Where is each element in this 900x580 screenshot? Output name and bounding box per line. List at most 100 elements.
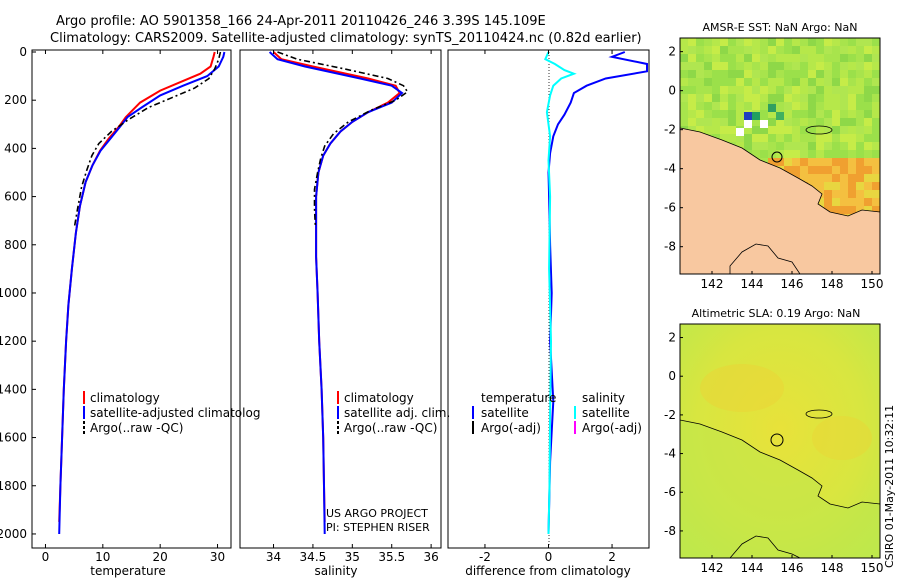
sst-cell xyxy=(704,38,712,46)
sst-cell xyxy=(816,126,824,134)
sst-cell xyxy=(768,134,776,142)
sst-cell xyxy=(832,126,840,134)
sst-cell xyxy=(680,78,688,86)
sst-cell xyxy=(784,142,792,150)
sst-cell xyxy=(808,70,816,78)
temperature-axes-box xyxy=(31,49,232,549)
sst-cell xyxy=(872,70,880,78)
sst-cell xyxy=(680,54,688,62)
y-tick-label: -6 xyxy=(664,201,676,215)
sst-cell xyxy=(712,46,720,54)
sst-cell xyxy=(864,110,872,118)
sst-cell xyxy=(720,134,728,142)
x-tick-label: 150 xyxy=(861,561,884,575)
sst-cell xyxy=(848,182,856,190)
sst-cell xyxy=(832,174,840,182)
sst-cell xyxy=(704,126,712,134)
sst-cell xyxy=(696,118,704,126)
sst-cell xyxy=(824,126,832,134)
difference-panel: -2 0 2 difference from climatology tempera… xyxy=(447,49,650,578)
sst-cell xyxy=(800,134,808,142)
salinity-legend: climatology satellite adj. clim. Argo(..… xyxy=(337,391,450,435)
x-tick-label: 144 xyxy=(741,277,764,291)
sst-cell xyxy=(728,134,736,142)
sst-cell xyxy=(840,150,848,158)
series-line-satellite-adj-clim- xyxy=(268,51,404,535)
sst-cell xyxy=(864,206,872,214)
sst-cell xyxy=(688,110,696,118)
sst-cell xyxy=(752,94,760,102)
sst-cell xyxy=(760,102,768,110)
sst-cell xyxy=(712,70,720,78)
sst-cell xyxy=(712,102,720,110)
sst-cell xyxy=(744,102,752,110)
sst-cell xyxy=(800,142,808,150)
sst-cell xyxy=(856,86,864,94)
sst-cell xyxy=(784,110,792,118)
sst-cell xyxy=(720,70,728,78)
sst-cell xyxy=(736,62,744,70)
y-tick-label: -2 xyxy=(664,123,676,137)
sst-cell xyxy=(872,94,880,102)
sst-cell xyxy=(752,62,760,70)
sst-cell xyxy=(840,182,848,190)
sst-cell xyxy=(712,54,720,62)
sla-map-title: Altimetric SLA: 0.19 Argo: NaN xyxy=(692,307,861,320)
sst-cell xyxy=(784,134,792,142)
sst-cell xyxy=(824,62,832,70)
sst-cell xyxy=(760,126,768,134)
sst-cell xyxy=(824,110,832,118)
sst-cell xyxy=(840,70,848,78)
sst-cell xyxy=(824,38,832,46)
sst-cell xyxy=(816,158,824,166)
sst-cell xyxy=(688,62,696,70)
sst-cell xyxy=(704,78,712,86)
sst-cell xyxy=(768,62,776,70)
sst-cell xyxy=(752,142,760,150)
sst-cell xyxy=(856,70,864,78)
sst-cell xyxy=(816,110,824,118)
sst-cell xyxy=(832,86,840,94)
sst-cell xyxy=(720,118,728,126)
sst-cell xyxy=(688,70,696,78)
sst-cell xyxy=(824,46,832,54)
sst-cell xyxy=(736,118,744,126)
sst-cell xyxy=(848,174,856,182)
sst-cell xyxy=(840,158,848,166)
header-title-line1: Argo profile: AO 5901358_166 24-Apr-2011… xyxy=(56,14,546,29)
sst-cell xyxy=(712,62,720,70)
sst-cell xyxy=(848,142,856,150)
legend-label-temp-argo: Argo(-adj) xyxy=(481,421,541,435)
sst-cell xyxy=(816,166,824,174)
sst-cell xyxy=(768,104,776,112)
legend-label-sal-satellite: satellite xyxy=(582,406,630,420)
sst-cell xyxy=(864,62,872,70)
sst-cell xyxy=(776,150,784,158)
sst-cell xyxy=(800,54,808,62)
sst-cell xyxy=(728,110,736,118)
sst-cell xyxy=(832,158,840,166)
sst-cell xyxy=(824,166,832,174)
sst-cell xyxy=(848,54,856,62)
sst-cell xyxy=(728,46,736,54)
x-tick-label: -2 xyxy=(479,550,491,564)
sst-cell xyxy=(840,174,848,182)
sst-cell xyxy=(808,174,816,182)
sst-cell xyxy=(784,158,792,166)
sst-cell xyxy=(816,94,824,102)
sst-cell xyxy=(720,62,728,70)
sst-cell xyxy=(824,206,832,214)
sst-cell xyxy=(680,70,688,78)
sst-cell xyxy=(704,102,712,110)
sst-cell xyxy=(800,70,808,78)
sst-cell xyxy=(720,46,728,54)
y-tick-label: 1600 xyxy=(0,431,27,445)
legend-label-satellite: satellite-adjusted climatolog xyxy=(90,406,260,420)
x-tick-label: 35.5 xyxy=(378,550,405,564)
sst-cell xyxy=(816,62,824,70)
sst-cell xyxy=(736,110,744,118)
sst-cell xyxy=(856,142,864,150)
sst-cell xyxy=(688,38,696,46)
sst-cell xyxy=(808,158,816,166)
